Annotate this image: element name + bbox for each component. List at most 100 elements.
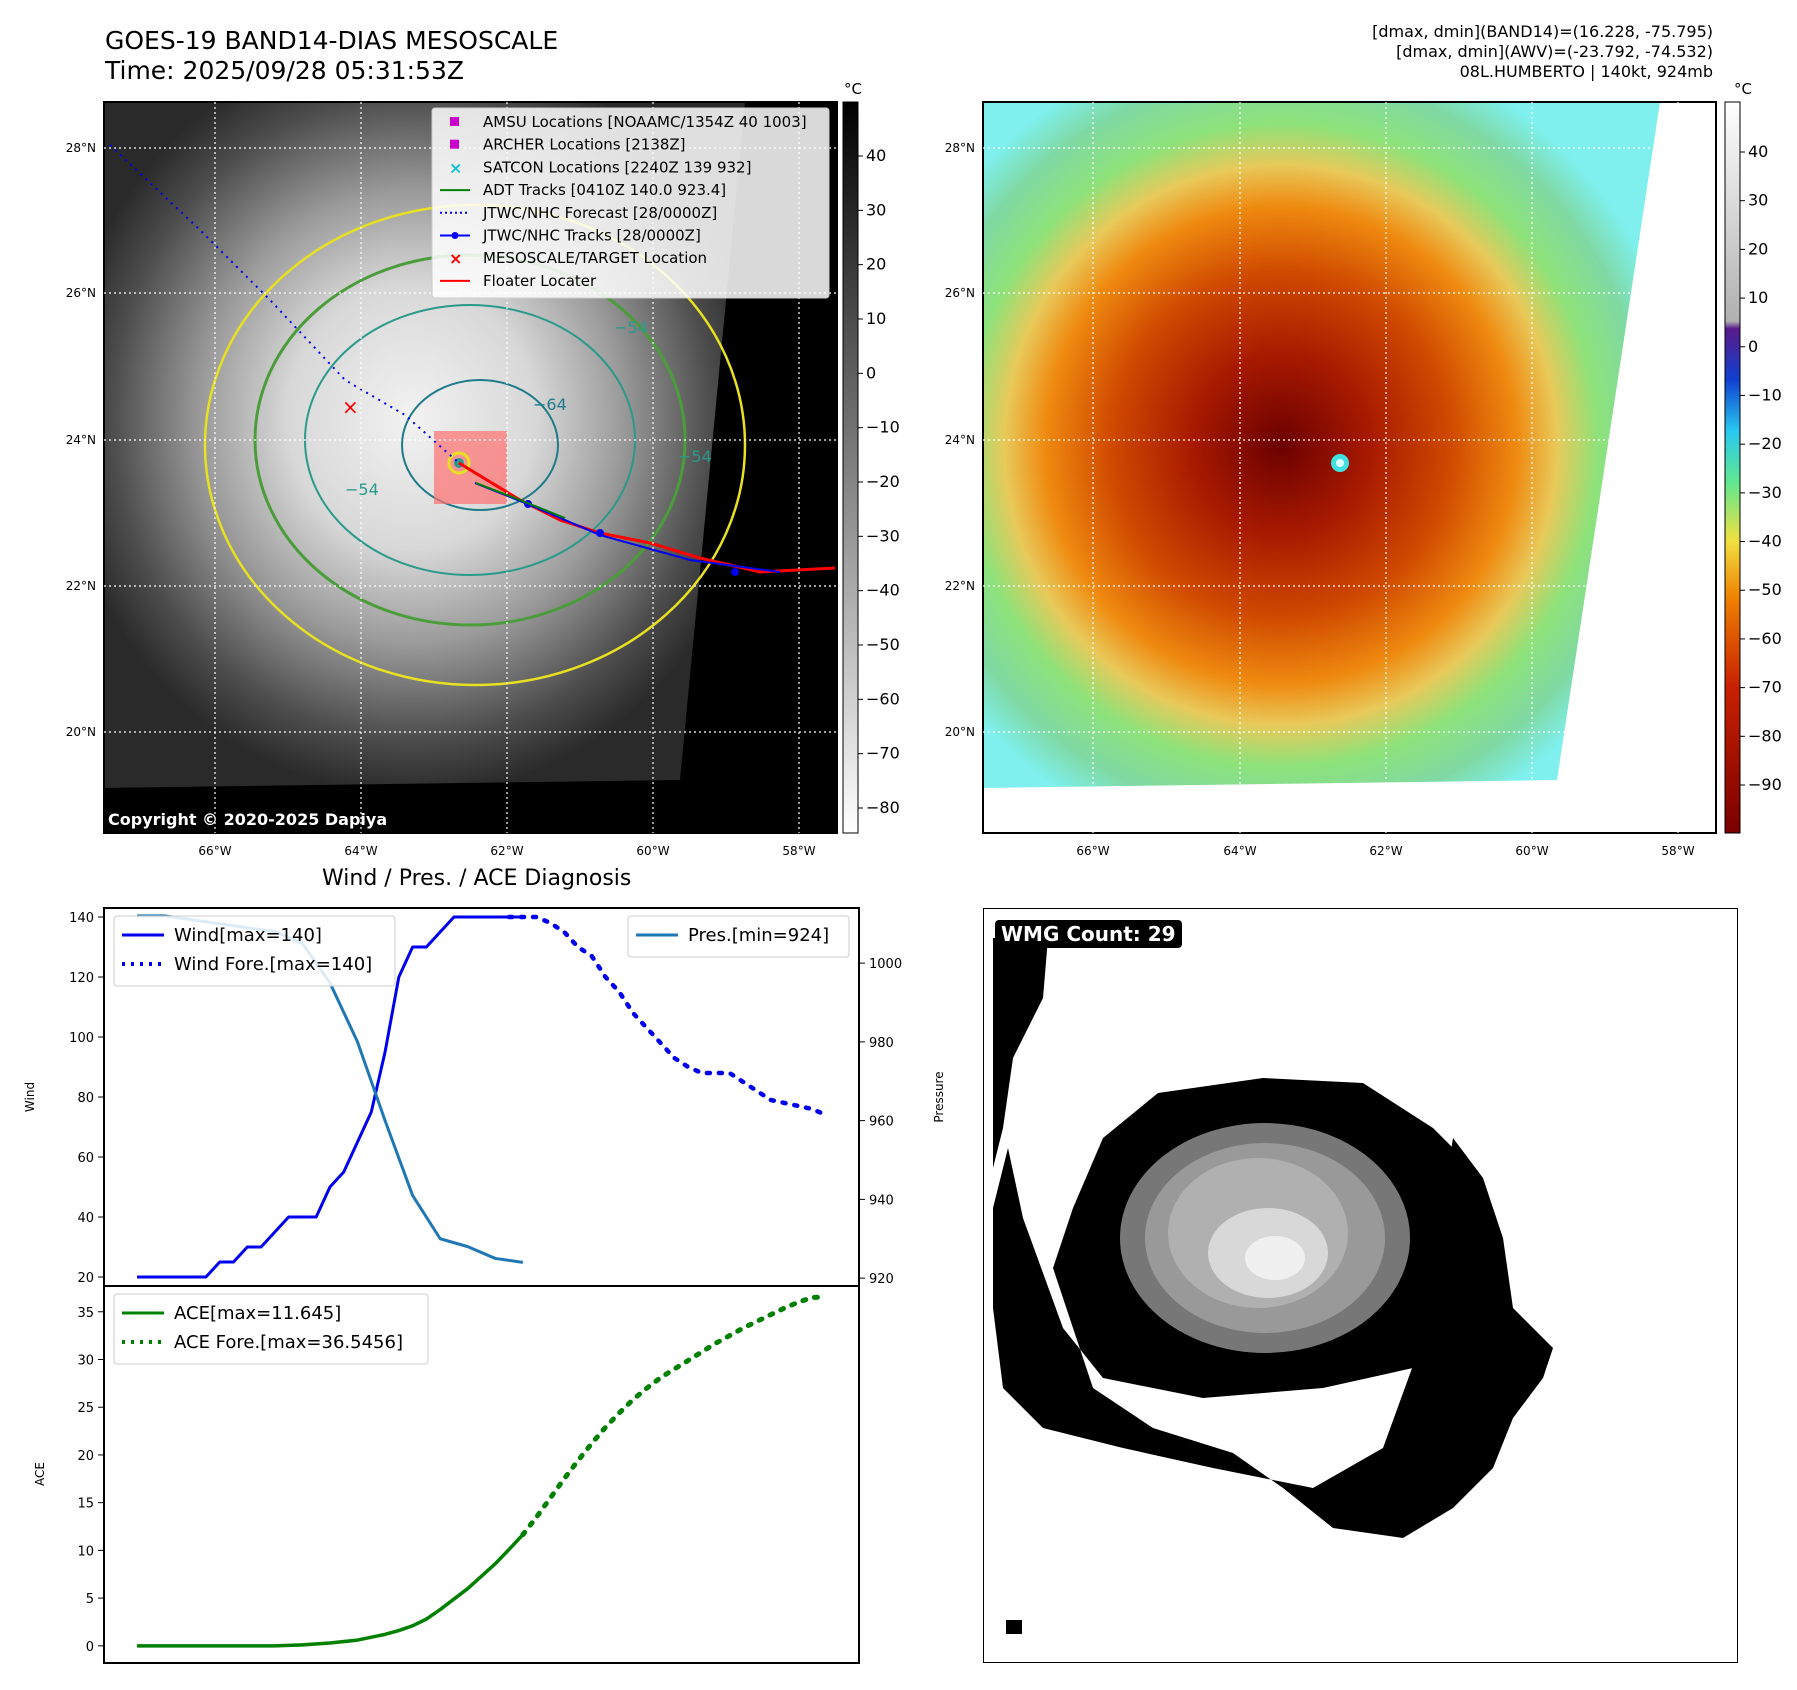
lon-tick-label: 60°W xyxy=(636,844,669,858)
y-tick-label: 80 xyxy=(77,1091,94,1106)
y-tick-label: 25 xyxy=(77,1401,94,1416)
ace-axis-label: ACE xyxy=(33,1462,47,1486)
lon-tick-label: 66°W xyxy=(1076,844,1109,858)
y-tick-label: 5 xyxy=(86,1592,94,1607)
legend-label: SATCON Locations [2240Z 139 932] xyxy=(483,158,751,176)
colorbar-tick-label: 10 xyxy=(866,309,886,328)
y-tick-label: 0 xyxy=(86,1640,94,1655)
map-legend: AMSU Locations [NOAAMC/1354Z 40 1003] ARC… xyxy=(440,113,807,290)
legend-label: JTWC/NHC Tracks [28/0000Z] xyxy=(482,227,701,245)
target-location-marker: × xyxy=(342,395,359,419)
y-tick-label: 30 xyxy=(77,1353,94,1368)
series-line xyxy=(520,1294,829,1538)
colorbar-gray-ticks: 40 30 20 10 0 −10 −20 −30 −40 −50 −60 −70 −80 xyxy=(858,146,900,817)
map-tick-labels: 28°N 26°N 24°N 22°N 20°N 66°W 64°W 62°W … xyxy=(66,141,1695,858)
lat-tick-label: 28°N xyxy=(945,141,975,155)
colorbar-tick-label: −60 xyxy=(866,689,900,708)
legend-marker-square xyxy=(450,117,459,126)
y-tick-label-right: 920 xyxy=(869,1272,894,1287)
colorbar-tick-label: −50 xyxy=(1748,580,1782,599)
y-tick-label: 20 xyxy=(77,1271,94,1286)
legend-marker-dot xyxy=(451,232,459,239)
lat-tick-label: 26°N xyxy=(945,286,975,300)
legend-marker-x: × xyxy=(449,158,462,177)
legend-marker-x: × xyxy=(449,249,462,268)
colorbar-tick-label: 30 xyxy=(866,200,886,219)
legend-label: Floater Locater xyxy=(483,272,597,290)
contour-labels: −64 −54 −54 −54 xyxy=(345,318,712,499)
y-tick-label: 10 xyxy=(77,1544,94,1559)
y-tick-label: 60 xyxy=(77,1151,94,1166)
y-tick-label-right: 940 xyxy=(869,1193,894,1208)
legend-marker-square xyxy=(450,139,459,149)
colorbar-tick-label: −40 xyxy=(1748,532,1782,551)
y-tick-label: 35 xyxy=(77,1306,94,1321)
colorbar-tick-label: −10 xyxy=(866,418,900,437)
lon-tick-label: 58°W xyxy=(782,844,815,858)
diagnosis-title: Wind / Pres. / ACE Diagnosis xyxy=(322,866,632,891)
chart-legend-box xyxy=(627,915,850,958)
colorbar-color-ticks: 40 30 20 10 0 −10 −20 −30 −40 −50 −60 −70 −80 −90 xyxy=(1740,142,1782,794)
contour-label: −64 xyxy=(533,395,567,414)
lat-tick-label: 28°N xyxy=(66,141,96,155)
colorbar-tick-label: −20 xyxy=(866,472,900,491)
copyright-text: Copyright © 2020-2025 Dapiya xyxy=(108,810,388,829)
y-tick-label: 40 xyxy=(77,1211,94,1226)
figure-title: GOES-19 BAND14-DIAS MESOSCALE Time: 2025… xyxy=(105,26,559,85)
colorbar-tick-label: −80 xyxy=(866,798,900,817)
lat-tick-label: 26°N xyxy=(66,286,96,300)
y-tick-label: 140 xyxy=(69,911,94,926)
ir-color-image xyxy=(983,102,1716,833)
wind-axis-label: Wind xyxy=(23,1082,37,1112)
lat-tick-label: 20°N xyxy=(66,725,96,739)
y-tick-label: 20 xyxy=(77,1449,94,1464)
storm-info: [dmax, dmin](BAND14)=(16.228, -75.795) [… xyxy=(1372,22,1713,81)
colorbar-tick-label: −80 xyxy=(1748,726,1782,745)
y-tick-label-right: 1000 xyxy=(869,957,902,972)
wmg-black-region xyxy=(993,938,1048,1168)
colorbar-tick-label: 30 xyxy=(1748,191,1768,210)
chart-legend-box xyxy=(113,915,396,987)
colorbar-tick-label: 40 xyxy=(866,146,886,165)
lat-tick-label: 20°N xyxy=(945,725,975,739)
colorbar-tick-label: −50 xyxy=(866,635,900,654)
contour-label: −54 xyxy=(678,447,712,466)
lat-tick-label: 22°N xyxy=(66,579,96,593)
series-line xyxy=(506,914,829,1118)
contour-label: −54 xyxy=(614,318,648,337)
chart-legend-label: ACE Fore.[max=36.5456] xyxy=(174,1332,403,1353)
lat-tick-label: 24°N xyxy=(66,433,96,447)
y-tick-label-right: 980 xyxy=(869,1036,894,1051)
colorbar-color-unit: °C xyxy=(1734,80,1752,98)
colorbar-tick-label: 40 xyxy=(1748,142,1768,161)
pressure-axis-label: Pressure xyxy=(932,1071,946,1122)
colorbar-gray-unit: °C xyxy=(844,80,862,98)
colorbar-tick-label: 20 xyxy=(866,255,886,274)
colorbar-tick-label: −90 xyxy=(1748,775,1782,794)
lon-tick-label: 62°W xyxy=(1369,844,1402,858)
chart-legend-label: Pres.[min=924] xyxy=(688,925,829,946)
lon-tick-label: 64°W xyxy=(344,844,377,858)
map-legend-box xyxy=(431,107,830,299)
series-line xyxy=(137,915,523,1279)
colorbar-tick-label: 10 xyxy=(1748,288,1768,307)
colorbar-tick-label: −70 xyxy=(1748,678,1782,697)
lat-tick-label: 22°N xyxy=(945,579,975,593)
lon-tick-label: 60°W xyxy=(1515,844,1548,858)
colorbar-tick-label: 0 xyxy=(866,363,876,382)
colorbar-color xyxy=(1724,101,1741,834)
chart-legend-label: Wind[max=140] xyxy=(174,925,322,946)
legend-label: AMSU Locations [NOAAMC/1354Z 40 1003] xyxy=(483,113,807,131)
colorbar-tick-label: −30 xyxy=(866,526,900,545)
colorbar-tick-label: −70 xyxy=(866,744,900,763)
contour-label: −54 xyxy=(345,480,379,499)
y-tick-label: 120 xyxy=(69,971,94,986)
lon-tick-label: 66°W xyxy=(198,844,231,858)
lon-tick-label: 62°W xyxy=(490,844,523,858)
wmg-count-badge: WMG Count: 29 xyxy=(995,920,1182,948)
lon-tick-label: 58°W xyxy=(1661,844,1694,858)
colorbar-tick-label: −10 xyxy=(1748,385,1782,404)
chart-legend-label: ACE[max=11.645] xyxy=(174,1303,341,1324)
